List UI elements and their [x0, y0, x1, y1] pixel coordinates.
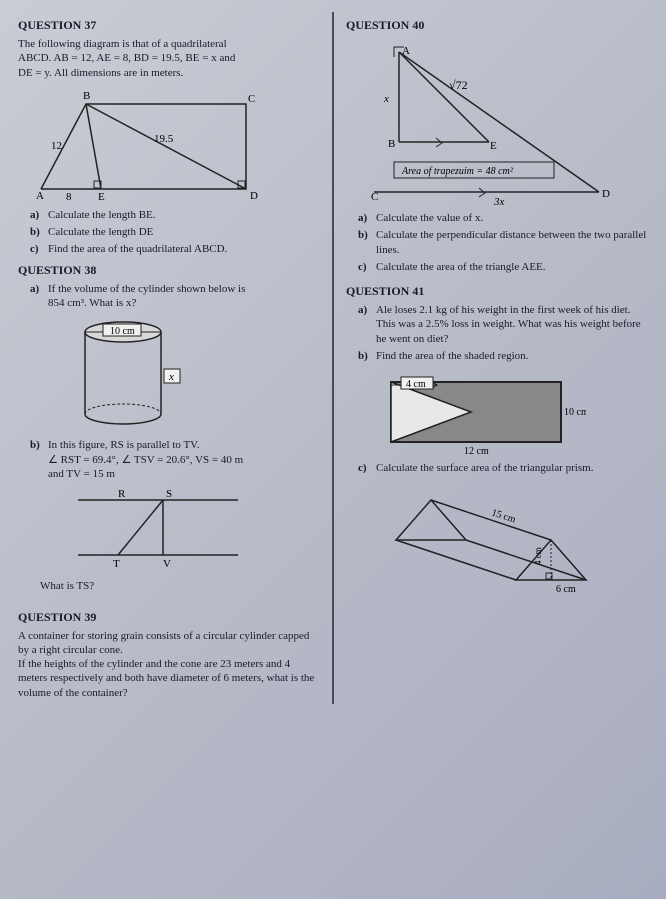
q37-c: c)Find the area of the quadrilateral ABC… [30, 242, 320, 256]
q41-b: b)Find the area of the shaded region. [358, 349, 648, 363]
q37-intro: The following diagram is that of a quadr… [18, 37, 320, 80]
q37-intro-l3: DE = y. All dimensions are in meters. [18, 67, 183, 79]
q40-c: c)Calculate the area of the triangle AEE… [358, 260, 648, 274]
svg-text:E: E [98, 191, 105, 203]
q41-c: c)Calculate the surface area of the tria… [358, 461, 648, 475]
svg-text:x: x [168, 371, 174, 383]
q37-b: b)Calculate the length DE [30, 225, 320, 239]
svg-text:4 cm: 4 cm [406, 379, 426, 390]
q41-shaded-figure: 4 cm 10 cm 12 cm [376, 367, 648, 457]
svg-text:D: D [250, 190, 258, 202]
svg-text:10 cm: 10 cm [564, 407, 586, 418]
q40-a: a)Calculate the value of x. [358, 211, 648, 225]
q41-prism-figure: 15 cm 4 cm 6 cm [376, 480, 648, 600]
q39-text: A container for storing grain consists o… [18, 629, 320, 700]
svg-text:B: B [83, 90, 90, 102]
svg-text:C: C [248, 93, 255, 105]
svg-text:√72: √72 [449, 78, 468, 92]
q38-heading: QUESTION 38 [18, 263, 320, 278]
q40-heading: QUESTION 40 [346, 18, 648, 33]
q37-figure: A B C D E 12 8 19.5 [26, 84, 320, 204]
q37-heading: QUESTION 37 [18, 18, 320, 33]
q40-figure: A B E C D x √72 3x Area of trapezuim = 4… [354, 37, 648, 207]
svg-text:Area of trapezuim = 48 cm²: Area of trapezuim = 48 cm² [401, 166, 514, 177]
q38-b-question: What is TS? [40, 579, 320, 593]
q37-a: a)Calculate the length BE. [30, 208, 320, 222]
q39-heading: QUESTION 39 [18, 610, 320, 625]
svg-text:3x: 3x [493, 196, 505, 207]
q38-parallel-figure: R S T V [58, 485, 320, 575]
svg-text:6 cm: 6 cm [556, 584, 576, 595]
svg-text:12 cm: 12 cm [464, 446, 489, 457]
svg-text:C: C [371, 191, 378, 203]
q41-a: a)Ale loses 2.1 kg of his weight in the … [358, 303, 648, 346]
svg-text:12: 12 [51, 140, 62, 152]
column-divider [332, 12, 334, 704]
svg-text:T: T [113, 558, 120, 570]
svg-text:A: A [402, 45, 410, 57]
svg-text:4 cm: 4 cm [533, 547, 543, 565]
q37-intro-l2: ABCD. AB = 12, AE = 8, BD = 19.5, BE = x… [18, 52, 235, 64]
svg-text:E: E [490, 140, 497, 152]
q38-a: a)If the volume of the cylinder shown be… [30, 282, 320, 311]
svg-text:19.5: 19.5 [154, 133, 174, 145]
svg-text:S: S [166, 488, 172, 500]
svg-text:R: R [118, 488, 126, 500]
svg-text:B: B [388, 138, 395, 150]
svg-text:10 cm: 10 cm [110, 326, 135, 337]
q40-b: b)Calculate the perpendicular distance b… [358, 228, 648, 257]
svg-text:15 cm: 15 cm [490, 507, 517, 525]
q37-intro-l1: The following diagram is that of a quadr… [18, 38, 227, 50]
svg-text:x: x [383, 93, 389, 105]
q38-cylinder: 10 cm x [68, 314, 320, 434]
q38-b: b)In this figure, RS is parallel to TV.∠… [30, 438, 320, 481]
q41-heading: QUESTION 41 [346, 284, 648, 299]
svg-text:D: D [602, 188, 610, 200]
svg-text:V: V [163, 558, 171, 570]
svg-text:8: 8 [66, 191, 72, 203]
svg-text:A: A [36, 190, 44, 202]
